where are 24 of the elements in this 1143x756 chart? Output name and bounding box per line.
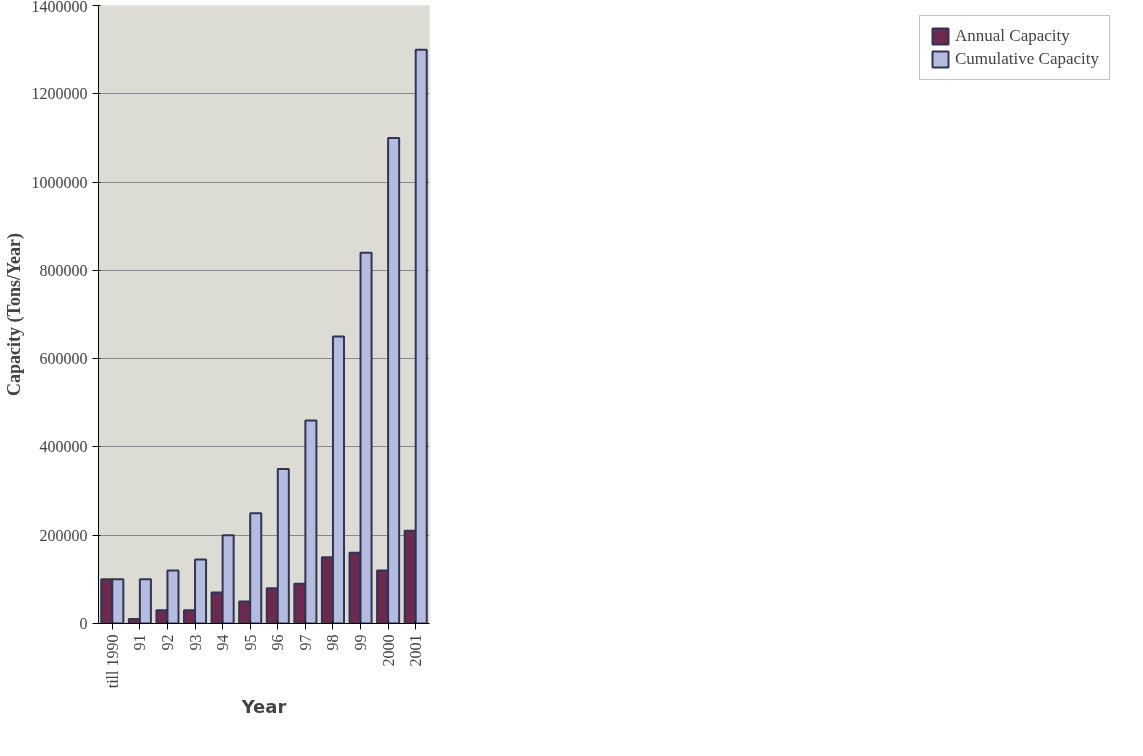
x-tick-label: 93 — [186, 634, 204, 651]
y-tick-label: 1000000 — [31, 173, 88, 191]
y-axis-title: Capacity (Tons/Year) — [3, 233, 25, 396]
legend-label: Cumulative Capacity — [955, 49, 1099, 69]
y-tick-label: 0 — [79, 615, 88, 632]
x-tick-label: 97 — [296, 634, 314, 651]
x-tick-label: 2000 — [379, 634, 397, 667]
x-tick-label: 96 — [269, 634, 287, 651]
y-tick-label: 800000 — [39, 261, 88, 279]
x-tick-label: 94 — [214, 634, 232, 651]
x-tick-label: 99 — [352, 634, 370, 651]
x-tick-label: 95 — [241, 634, 259, 651]
y-tick-label: 200000 — [39, 526, 88, 544]
y-tick-label: 400000 — [39, 438, 88, 456]
y-tick-label: 600000 — [39, 350, 88, 368]
y-tick-label: 1400000 — [31, 0, 88, 15]
x-tick-label: 91 — [131, 634, 149, 651]
legend-label: Annual Capacity — [955, 26, 1070, 46]
x-tick-label: 98 — [324, 634, 342, 651]
x-tick-label: 2001 — [407, 634, 425, 667]
x-tick-label: till 1990 — [103, 634, 121, 689]
x-axis-title: Year — [240, 696, 287, 718]
y-tick-label: 1200000 — [31, 85, 88, 103]
x-tick-label: 92 — [158, 634, 176, 651]
